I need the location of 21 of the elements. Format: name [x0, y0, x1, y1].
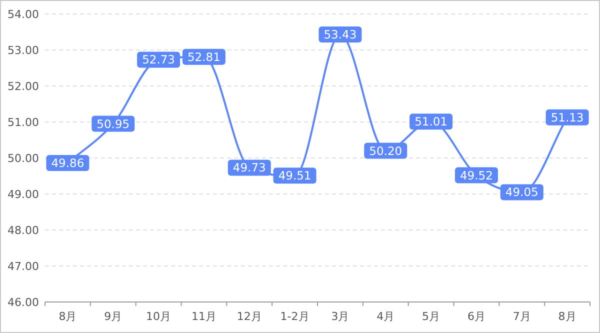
- y-tick-label: 54.00: [8, 8, 39, 21]
- x-tick-label: 8月: [558, 310, 576, 323]
- y-tick-label: 46.00: [8, 296, 39, 309]
- y-tick-label: 48.00: [8, 224, 39, 237]
- x-tick-label: 3月: [331, 310, 350, 323]
- y-tick-label: 50.00: [8, 152, 39, 165]
- y-tick-label: 53.00: [8, 44, 39, 57]
- x-tick-label: 9月: [104, 310, 122, 323]
- y-tick-label: 52.00: [8, 80, 39, 93]
- x-tick-label: 1-2月: [280, 310, 310, 323]
- y-tick-label: 51.00: [8, 116, 39, 129]
- x-tick-label: 6月: [467, 310, 486, 323]
- x-tick-label: 11月: [191, 310, 216, 323]
- x-tick-label: 4月: [376, 310, 395, 323]
- x-tick-label: 8月: [58, 310, 77, 323]
- y-tick-label: 47.00: [8, 260, 39, 273]
- x-tick-label: 12月: [236, 310, 262, 323]
- x-tick-label: 7月: [512, 310, 531, 323]
- x-tick-label: 10月: [146, 310, 172, 323]
- y-tick-label: 49.00: [8, 188, 39, 201]
- x-tick-label: 5月: [422, 310, 440, 323]
